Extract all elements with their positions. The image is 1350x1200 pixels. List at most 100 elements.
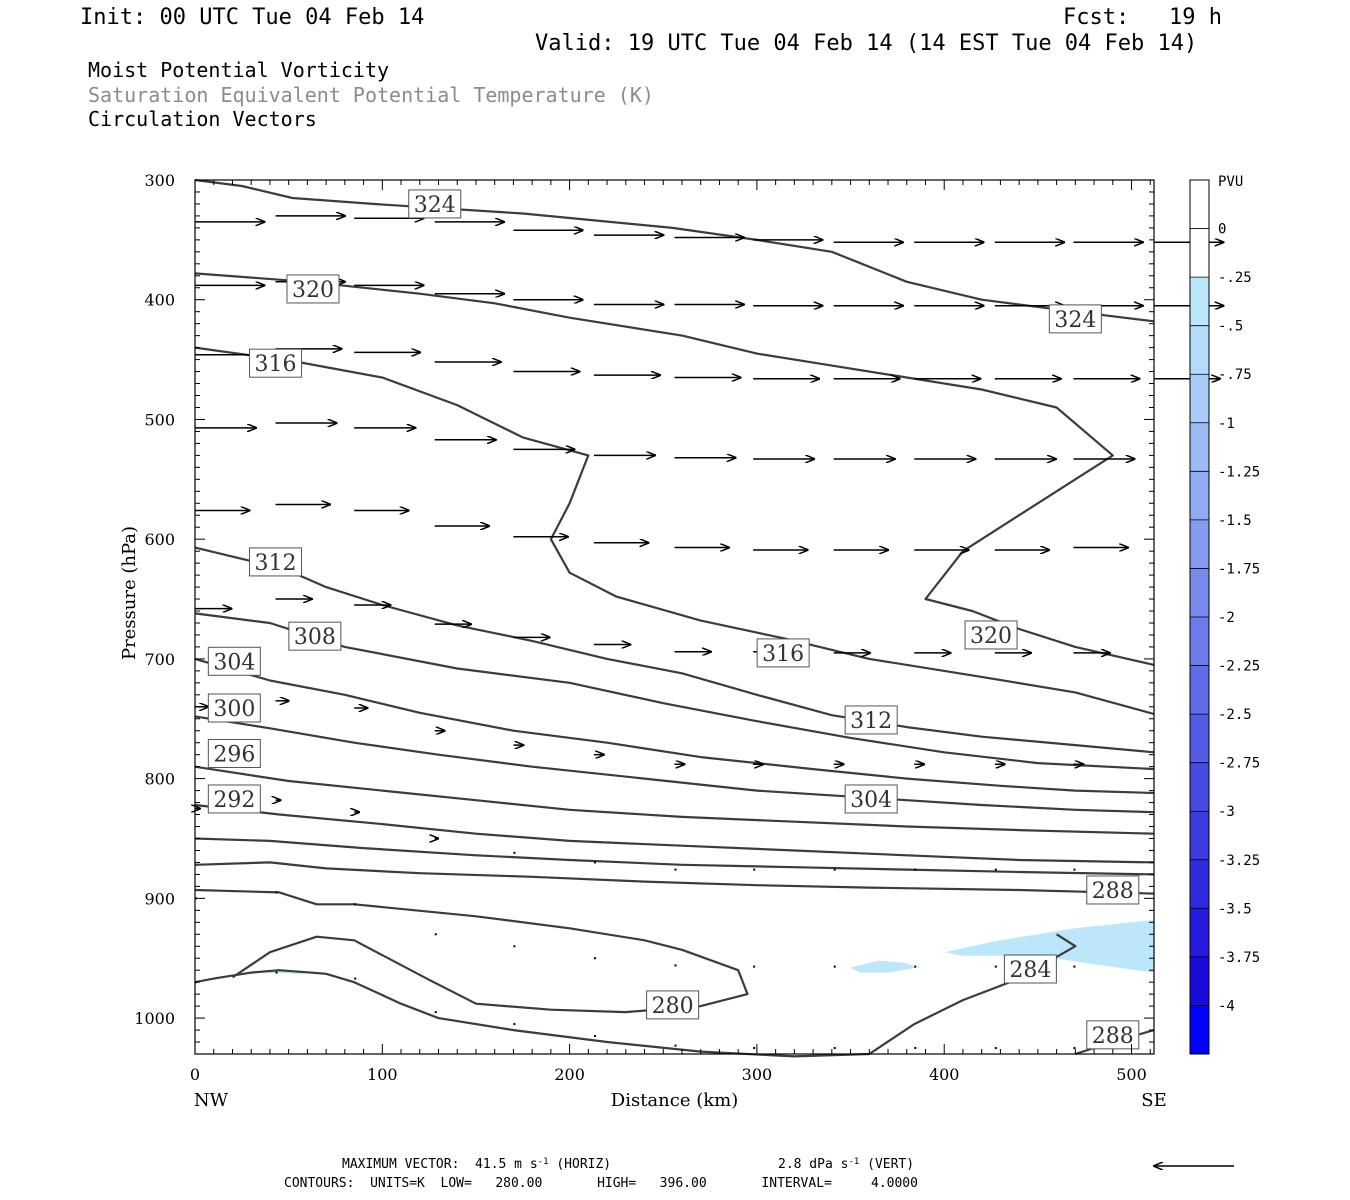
colorbar-box (1190, 277, 1209, 327)
contour-label: 308 (294, 625, 336, 650)
vector-dot (275, 971, 278, 974)
colorbar-label: -1 (1218, 416, 1235, 432)
vector-dot (593, 861, 596, 864)
vector-dot (593, 957, 596, 960)
vector-dot (753, 1047, 756, 1050)
contour-label: 324 (1054, 308, 1096, 333)
vector-dot (833, 1047, 836, 1050)
contour-label-box (1086, 1020, 1140, 1050)
colorbar-label: -4 (1218, 998, 1235, 1014)
vector-dot (593, 1035, 596, 1038)
colorbar-box (1190, 228, 1209, 278)
colorbar-box (1190, 1005, 1209, 1055)
vector-dot (674, 1044, 677, 1047)
forecast-hour: Fcst: 19 h (1063, 5, 1222, 30)
contour-label-box (288, 621, 342, 651)
vector-dot (1073, 1047, 1076, 1050)
contour-label: 304 (213, 650, 255, 675)
vector-dot (674, 868, 677, 871)
y-tick-label: 400 (144, 291, 175, 310)
contour-320 (194, 272, 1155, 666)
field-title-thetae: Saturation Equivalent Potential Temperat… (88, 83, 654, 107)
vector-dot (674, 964, 677, 967)
vector-dot (753, 965, 756, 968)
vector-dot (914, 965, 917, 968)
colorbar-label: -2.5 (1218, 707, 1252, 723)
contour-label-box (646, 990, 700, 1020)
contour-label-box (207, 738, 261, 768)
colorbar-title: PVU (1218, 174, 1243, 190)
colorbar-label: -2.75 (1218, 756, 1260, 772)
contour-label-box (207, 646, 261, 676)
colorbar-label: -.75 (1218, 367, 1252, 383)
vector-dot (1073, 965, 1076, 968)
y-tick-label: 1000 (134, 1009, 175, 1028)
contour-304 (194, 657, 1155, 795)
colorbar-box (1190, 665, 1209, 715)
colorbar-box (1190, 617, 1209, 667)
colorbar-label: -.25 (1218, 270, 1252, 286)
colorbar-label: -1.5 (1218, 513, 1252, 529)
contour-284 (194, 933, 1077, 1058)
colorbar-label: -2.25 (1218, 659, 1260, 675)
left-endpoint-label: NW (194, 1090, 229, 1111)
contour-label-box (408, 189, 462, 219)
pv-shading (850, 960, 917, 973)
x-tick-label: 500 (1116, 1065, 1147, 1084)
contour-info: CONTOURS: UNITS=K LOW= 280.00 HIGH= 396.… (284, 1176, 918, 1191)
vert-vector-note: 2.8 dPa s-1 (VERT) (778, 1157, 915, 1172)
contour-label: 288 (1092, 1024, 1134, 1049)
contour-324 (194, 178, 1155, 323)
contour-label: 324 (414, 193, 456, 218)
contour-label-box (1086, 875, 1140, 905)
contour-label: 288 (1092, 879, 1134, 904)
y-axis-label: Pressure (hPa) (119, 526, 140, 660)
contour-316 (194, 346, 1155, 716)
y-tick-label: 800 (144, 770, 175, 789)
plot-area (195, 180, 1154, 1054)
colorbar-label: -3.5 (1218, 901, 1252, 917)
contour-label-box (844, 784, 898, 814)
colorbar-box (1190, 519, 1209, 569)
vector-dot (354, 977, 357, 980)
x-tick-label: 300 (742, 1065, 773, 1084)
y-tick-label: 700 (144, 650, 175, 669)
vector-dot (434, 933, 437, 936)
contour-label: 304 (850, 788, 892, 813)
plot-frame (194, 179, 1155, 1055)
contour-label: 312 (850, 709, 892, 734)
x-tick-label: 400 (929, 1065, 960, 1084)
contour-label: 316 (255, 352, 297, 377)
vector-dot (275, 891, 278, 894)
contour-label: 292 (213, 788, 255, 813)
vector-dot (994, 1047, 997, 1050)
contour-label-box (249, 348, 303, 378)
colorbar-label: -3.75 (1218, 950, 1260, 966)
contour-312 (194, 546, 1155, 754)
contour-label: 320 (292, 278, 334, 303)
init-time: Init: 00 UTC Tue 04 Feb 14 (80, 5, 425, 30)
field-title-vectors: Circulation Vectors (88, 107, 317, 131)
contour-296 (194, 765, 1155, 835)
contour-300 (194, 715, 1155, 814)
pv-shading (944, 919, 1154, 973)
contour-label: 316 (762, 642, 804, 667)
colorbar-label: -.5 (1218, 319, 1243, 335)
contour-label-box (249, 547, 303, 577)
valid-time: Valid: 19 UTC Tue 04 Feb 14 (14 EST Tue … (535, 31, 1198, 56)
right-endpoint-label: SE (1141, 1090, 1166, 1111)
vector-dot (994, 965, 997, 968)
colorbar-box (1190, 714, 1209, 764)
x-axis-label: Distance (km) (611, 1090, 738, 1111)
vector-dot (914, 868, 917, 871)
vector-dot (434, 1011, 437, 1014)
y-tick-label: 300 (144, 171, 175, 190)
contour-label: 296 (213, 742, 255, 767)
colorbar-label: 0 (1218, 222, 1226, 238)
colorbar-box (1190, 422, 1209, 472)
vector-dot (994, 868, 997, 871)
colorbar-box (1190, 180, 1209, 230)
colorbar-label: -2 (1218, 610, 1235, 626)
contour-284 (194, 861, 1155, 895)
